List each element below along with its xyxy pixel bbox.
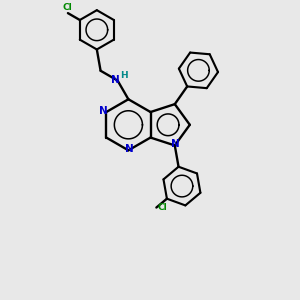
Text: Cl: Cl xyxy=(62,3,72,12)
Text: H: H xyxy=(120,71,127,80)
Text: Cl: Cl xyxy=(158,203,167,212)
Text: N: N xyxy=(125,144,134,154)
Text: N: N xyxy=(99,106,108,116)
Text: N: N xyxy=(171,140,180,149)
Text: N: N xyxy=(111,75,120,85)
